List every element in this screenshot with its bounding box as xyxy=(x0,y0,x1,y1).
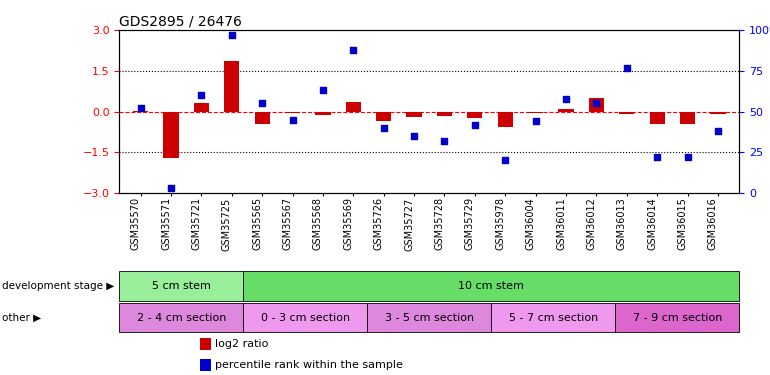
Point xyxy=(196,92,208,98)
Bar xyxy=(243,271,739,301)
Point xyxy=(560,96,572,102)
Bar xyxy=(367,303,491,333)
Bar xyxy=(194,104,209,112)
Bar xyxy=(497,112,513,126)
Bar xyxy=(467,112,483,118)
Point xyxy=(377,125,390,131)
Bar xyxy=(163,112,179,158)
Point xyxy=(591,100,603,106)
Point xyxy=(316,87,329,93)
Point xyxy=(286,117,299,123)
Point xyxy=(651,154,663,160)
Point xyxy=(711,128,724,134)
Bar xyxy=(224,61,239,112)
Text: 2 - 4 cm section: 2 - 4 cm section xyxy=(136,313,226,323)
Point xyxy=(438,138,450,144)
Text: 7 - 9 cm section: 7 - 9 cm section xyxy=(632,313,722,323)
Bar xyxy=(437,112,452,116)
Bar xyxy=(491,303,615,333)
Bar xyxy=(711,112,725,114)
Bar xyxy=(589,98,604,112)
Point xyxy=(165,185,177,191)
Bar xyxy=(407,112,422,117)
Text: 10 cm stem: 10 cm stem xyxy=(458,281,524,291)
Text: other ▶: other ▶ xyxy=(2,313,41,323)
Point xyxy=(135,105,147,111)
Point xyxy=(681,154,694,160)
Point xyxy=(469,122,481,128)
Bar xyxy=(255,112,270,124)
Bar xyxy=(650,112,665,124)
Point xyxy=(408,133,420,139)
Point xyxy=(256,100,268,106)
Bar xyxy=(133,111,148,112)
Text: 5 cm stem: 5 cm stem xyxy=(152,281,211,291)
Text: percentile rank within the sample: percentile rank within the sample xyxy=(216,360,403,370)
Text: log2 ratio: log2 ratio xyxy=(216,339,269,349)
Bar xyxy=(119,271,243,301)
Text: 0 - 3 cm section: 0 - 3 cm section xyxy=(261,313,350,323)
Point xyxy=(499,158,511,164)
Bar xyxy=(346,102,361,112)
Bar xyxy=(200,338,211,350)
Point xyxy=(347,46,360,53)
Text: 3 - 5 cm section: 3 - 5 cm section xyxy=(385,313,474,323)
Text: GDS2895 / 26476: GDS2895 / 26476 xyxy=(119,15,243,29)
Bar xyxy=(619,112,634,114)
Point xyxy=(226,32,238,38)
Point xyxy=(530,118,542,124)
Bar xyxy=(528,112,543,113)
Bar xyxy=(680,112,695,124)
Point xyxy=(621,64,633,70)
Bar xyxy=(558,109,574,112)
Bar xyxy=(376,112,391,121)
Bar xyxy=(316,112,330,115)
Bar xyxy=(200,358,211,371)
Bar xyxy=(285,112,300,113)
Text: 5 - 7 cm section: 5 - 7 cm section xyxy=(509,313,598,323)
Bar xyxy=(119,303,243,333)
Text: development stage ▶: development stage ▶ xyxy=(2,281,114,291)
Bar xyxy=(615,303,739,333)
Bar xyxy=(243,303,367,333)
